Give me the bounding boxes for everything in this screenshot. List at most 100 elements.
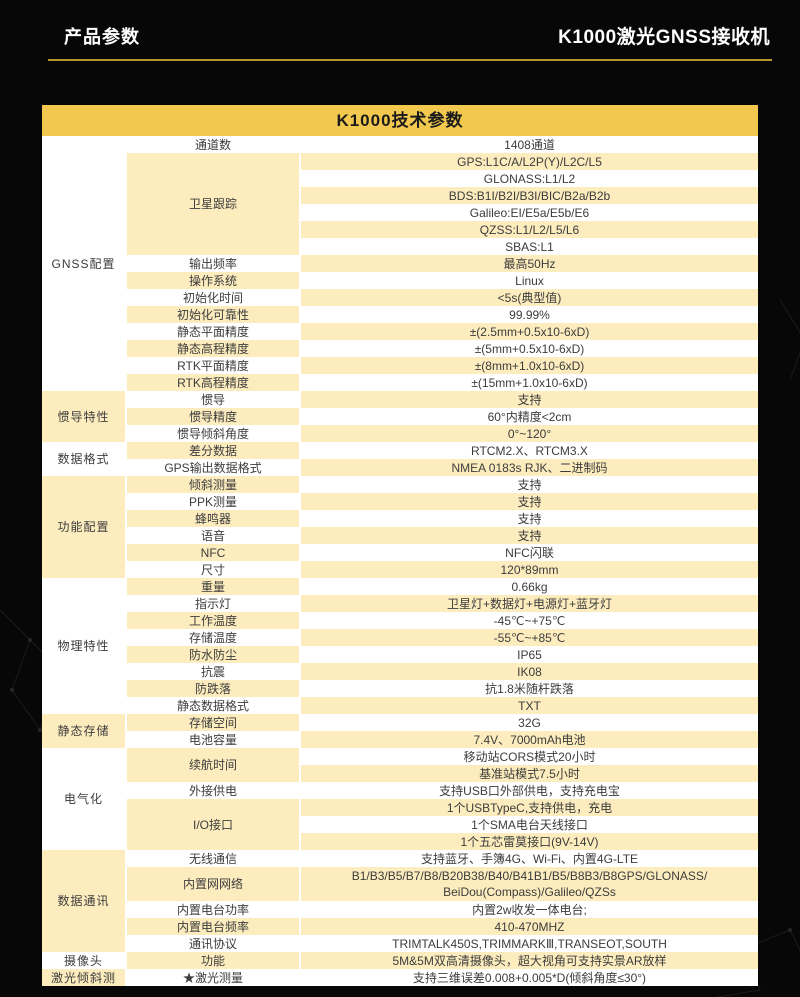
category-cell: 惯导特性 (42, 391, 127, 442)
value-cell: NFC闪联 (300, 544, 758, 561)
category-cell: 数据通讯 (42, 850, 127, 952)
value-cell: 1个USBTypeC,支持供电，充电 (300, 799, 758, 816)
table-row: PPK测量 支持 (42, 493, 758, 510)
table-row: 数据通讯 无线通信 支持蓝牙、手簿4G、Wi-Fi、内置4G-LTE (42, 850, 758, 952)
value-cell: ±(15mm+1.0x10-6xD) (300, 374, 758, 391)
table-row: I/O接口 1个USBTypeC,支持供电，充电 (42, 799, 758, 850)
value-cell: 60°内精度<2cm (300, 408, 758, 425)
table-row: 外接供电 支持USB口外部供电，支持充电宝 (42, 782, 758, 799)
table-row: RTK高程精度 ±(15mm+1.0x10-6xD) (42, 374, 758, 391)
value-cell: 支持 (300, 391, 758, 408)
table-row: 内置网网络 B1/B3/B5/B7/B8/B20B38/B40/B41B1/B5/… (42, 867, 758, 901)
param-cell: 续航时间 (126, 748, 301, 782)
value-cell: 支持蓝牙、手簿4G、Wi-Fi、内置4G-LTE (300, 850, 758, 867)
value-cell: NMEA 0183s RJK、二进制码 (300, 459, 758, 476)
param-cell: I/O接口 (126, 799, 301, 850)
param-cell: RTK高程精度 (126, 374, 301, 391)
value-cell: 基准站模式7.5小时 (300, 765, 758, 782)
value-cell: -55℃~+85℃ (300, 629, 758, 646)
param-cell: 操作系统 (126, 272, 301, 289)
table-row: 物理特性 重量 0.66kg (42, 578, 758, 714)
table-row: 输出频率 最高50Hz (42, 255, 758, 272)
spec-table-body: GNSS配置 通道数 1408通道 卫星跟踪 GPS:L1C/A/L2P(Y)/L2C/… (42, 136, 758, 986)
param-cell: 卫星跟踪 (126, 153, 301, 255)
spec-table: K1000技术参数 GNSS配置 通道数 1408通道 卫星跟踪 GPS:L1C/A/L… (42, 105, 758, 986)
param-cell: 差分数据 (126, 442, 301, 459)
value-cell: ±(5mm+0.5x10-6xD) (300, 340, 758, 357)
param-cell: 静态数据格式 (126, 697, 301, 714)
value-cell: 99.99% (300, 306, 758, 323)
param-cell: 内置网网络 (126, 867, 301, 901)
table-row: 内置电台频率 410-470MHZ (42, 918, 758, 935)
param-cell: 电池容量 (126, 731, 301, 748)
value-cell: 卫星灯+数据灯+电源灯+蓝牙灯 (300, 595, 758, 612)
param-cell: NFC (126, 544, 301, 561)
table-row: GPS输出数据格式 NMEA 0183s RJK、二进制码 (42, 459, 758, 476)
value-cell: 1个五芯雷莫接口(9V-14V) (300, 833, 758, 850)
param-cell: 无线通信 (126, 850, 301, 867)
table-row: 防跌落 抗1.8米随杆跌落 (42, 680, 758, 697)
table-row: 静态数据格式 TXT (42, 697, 758, 714)
value-cell: 抗1.8米随杆跌落 (300, 680, 758, 697)
value-cell: 5M&5M双高清摄像头，超大视角可支持实景AR放样 (300, 952, 758, 969)
value-cell: 支持USB口外部供电，支持充电宝 (300, 782, 758, 799)
category-cell: 数据格式 (42, 442, 127, 476)
category-cell: GNSS配置 (42, 136, 127, 391)
param-cell: 指示灯 (126, 595, 301, 612)
table-row: 1个SMA电台天线接口 (42, 816, 758, 833)
value-cell: GLONASS:L1/L2 (300, 170, 758, 187)
page-header: 产品参数 K1000激光GNSS接收机 (48, 0, 772, 61)
table-row: 静态高程精度 ±(5mm+0.5x10-6xD) (42, 340, 758, 357)
table-row: BDS:B1I/B2I/B3I/BIC/B2a/B2b (42, 187, 758, 204)
value-cell: 0°~120° (300, 425, 758, 442)
param-cell: 存储温度 (126, 629, 301, 646)
value-cell: 410-470MHZ (300, 918, 758, 935)
param-cell: 通道数 (126, 136, 301, 153)
value-cell: 7.4V、7000mAh电池 (300, 731, 758, 748)
value-cell: 120*89mm (300, 561, 758, 578)
value-cell: RTCM2.X、RTCM3.X (300, 442, 758, 459)
table-row: 抗震 IK08 (42, 663, 758, 680)
param-cell: 初始化可靠性 (126, 306, 301, 323)
param-cell: 尺寸 (126, 561, 301, 578)
table-row: 激光倾斜测 ★激光测量 支持三维误差0.008+0.005*D(倾斜角度≤30°) (42, 969, 758, 986)
value-cell: QZSS:L1/L2/L5/L6 (300, 221, 758, 238)
page-title-left: 产品参数 (64, 27, 140, 47)
param-cell: 惯导 (126, 391, 301, 408)
table-row: 存储温度 -55℃~+85℃ (42, 629, 758, 646)
param-cell: 静态平面精度 (126, 323, 301, 340)
table-row: 指示灯 卫星灯+数据灯+电源灯+蓝牙灯 (42, 595, 758, 612)
table-row: 卫星跟踪 GPS:L1C/A/L2P(Y)/L2C/L5 (42, 153, 758, 255)
table-row: NFC NFC闪联 (42, 544, 758, 561)
table-row: 操作系统 Linux (42, 272, 758, 289)
table-row: SBAS:L1 (42, 238, 758, 255)
table-row: 静态平面精度 ±(2.5mm+0.5x10-6xD) (42, 323, 758, 340)
table-row: 功能配置 倾斜测量 支持 (42, 476, 758, 578)
value-cell: 支持三维误差0.008+0.005*D(倾斜角度≤30°) (300, 969, 758, 986)
value-cell: GPS:L1C/A/L2P(Y)/L2C/L5 (300, 153, 758, 170)
value-cell: ±(8mm+1.0x10-6xD) (300, 357, 758, 374)
param-cell: 语音 (126, 527, 301, 544)
value-cell: TRIMTALK450S,TRIMMARKⅢ,TRANSEOT,SOUTH (300, 935, 758, 952)
value-cell: BDS:B1I/B2I/B3I/BIC/B2a/B2b (300, 187, 758, 204)
param-cell: RTK平面精度 (126, 357, 301, 374)
param-cell: 防水防尘 (126, 646, 301, 663)
table-row: 基准站模式7.5小时 (42, 765, 758, 782)
param-cell: ★激光测量 (126, 969, 301, 986)
param-cell: 倾斜测量 (126, 476, 301, 493)
value-cell: B1/B3/B5/B7/B8/B20B38/B40/B41B1/B5/B8B3/… (300, 867, 758, 901)
table-row: 蜂鸣器 支持 (42, 510, 758, 527)
value-cell: <5s(典型值) (300, 289, 758, 306)
table-row: 通讯协议 TRIMTALK450S,TRIMMARKⅢ,TRANSEOT,SOUT… (42, 935, 758, 952)
value-cell: 内置2w收发一体电台; (300, 901, 758, 918)
value-cell: TXT (300, 697, 758, 714)
param-cell: 惯导倾斜角度 (126, 425, 301, 442)
param-cell: 输出频率 (126, 255, 301, 272)
param-cell: 惯导精度 (126, 408, 301, 425)
param-cell: 存储空间 (126, 714, 301, 731)
table-row: 初始化时间 <5s(典型值) (42, 289, 758, 306)
param-cell: 工作温度 (126, 612, 301, 629)
table-row: 惯导精度 60°内精度<2cm (42, 408, 758, 425)
param-cell: 防跌落 (126, 680, 301, 697)
param-cell: 抗震 (126, 663, 301, 680)
